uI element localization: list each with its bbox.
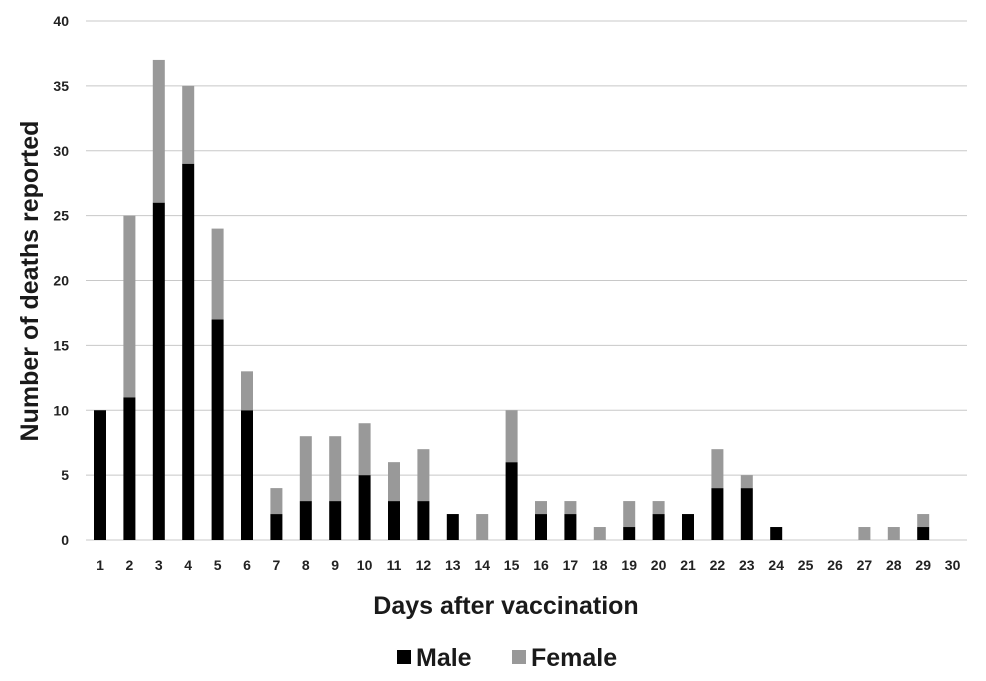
x-tick-label: 4 — [184, 557, 192, 573]
y-tick-label: 25 — [53, 208, 69, 224]
bar-male-day-10 — [358, 475, 371, 540]
bar-male-day-13 — [446, 514, 459, 540]
x-tick-label: 21 — [680, 557, 696, 573]
legend-swatch-female — [512, 650, 526, 664]
bar-female-day-16 — [535, 501, 547, 515]
x-tick-label: 14 — [474, 557, 490, 573]
x-tick-label: 6 — [243, 557, 251, 573]
bar-male-day-6 — [241, 410, 253, 540]
x-tick-label: 1 — [96, 557, 104, 573]
y-tick-label: 10 — [53, 402, 69, 418]
bar-female-day-27 — [858, 527, 871, 540]
x-axis-ticks: 1 2 3 4 5 6 7 8 9 10 11 12 13 14 15 16 17 18 19 20 21 22 23 24 2… — [96, 557, 960, 573]
y-tick-label: 35 — [53, 78, 69, 94]
x-tick-label: 8 — [302, 557, 310, 573]
bar-male-day-21 — [682, 514, 694, 540]
y-axis-ticks: 0 5 10 15 20 25 30 35 40 — [53, 13, 69, 548]
legend: Male Female — [397, 644, 617, 672]
x-tick-label: 2 — [126, 557, 134, 573]
bar-female-day-12 — [417, 449, 430, 502]
x-tick-label: 19 — [621, 557, 637, 573]
bar-male-day-17 — [564, 514, 577, 540]
bar-male-day-1 — [94, 410, 106, 540]
bar-female-day-8 — [299, 436, 312, 502]
bar-male-day-22 — [711, 488, 724, 540]
bar-male-day-9 — [329, 501, 342, 540]
x-tick-label: 27 — [857, 557, 873, 573]
bar-male-day-16 — [535, 514, 547, 540]
bar-female-day-2 — [123, 215, 136, 398]
y-tick-label: 15 — [53, 337, 69, 353]
bar-male-day-11 — [388, 501, 400, 540]
x-tick-label: 5 — [214, 557, 222, 573]
y-axis-title: Number of deaths reported — [16, 121, 44, 442]
bar-female-day-23 — [740, 475, 753, 489]
x-tick-label: 20 — [651, 557, 667, 573]
bar-male-day-7 — [270, 514, 283, 540]
bar-female-day-28 — [887, 527, 900, 540]
x-tick-label: 11 — [387, 557, 402, 573]
x-tick-label: 13 — [445, 557, 461, 573]
x-tick-label: 9 — [331, 557, 339, 573]
bar-male-day-12 — [417, 501, 430, 540]
bar-male-day-24 — [770, 527, 783, 540]
x-tick-label: 23 — [739, 557, 755, 573]
x-tick-label: 29 — [915, 557, 931, 573]
bar-female-day-20 — [652, 501, 665, 515]
bar-female-day-9 — [329, 436, 342, 502]
bar-male-day-5 — [211, 319, 224, 540]
x-tick-label: 10 — [357, 557, 373, 573]
x-axis-title: Days after vaccination — [373, 592, 638, 620]
bar-female-day-11 — [388, 462, 400, 502]
bar-female-day-29 — [917, 514, 930, 528]
x-tick-label: 22 — [710, 557, 726, 573]
x-tick-label: 28 — [886, 557, 902, 573]
x-tick-label: 25 — [798, 557, 814, 573]
bar-male-day-4 — [182, 163, 195, 540]
bar-female-day-3 — [152, 59, 165, 203]
bar-female-day-22 — [711, 449, 724, 489]
bar-female-day-15 — [505, 410, 518, 463]
y-tick-label: 20 — [53, 273, 69, 289]
x-tick-label: 12 — [416, 557, 432, 573]
bar-female-day-17 — [564, 501, 577, 515]
bar-female-day-18 — [593, 527, 606, 540]
bar-female-day-10 — [358, 423, 371, 476]
legend-label-male: Male — [416, 644, 472, 672]
y-tick-label: 30 — [53, 143, 69, 159]
bar-female-day-6 — [241, 371, 253, 411]
x-tick-label: 16 — [533, 557, 549, 573]
y-tick-label: 0 — [61, 532, 69, 548]
bar-female-day-14 — [476, 514, 489, 540]
legend-label-female: Female — [531, 644, 617, 672]
x-tick-label: 7 — [273, 557, 281, 573]
x-tick-label: 3 — [155, 557, 163, 573]
bar-male-day-20 — [652, 514, 665, 540]
bar-male-day-2 — [123, 397, 136, 540]
bar-male-day-8 — [299, 501, 312, 540]
bars — [94, 59, 930, 540]
x-tick-label: 30 — [945, 557, 961, 573]
x-tick-label: 17 — [563, 557, 579, 573]
y-tick-label: 40 — [53, 13, 69, 29]
gridlines — [86, 20, 967, 541]
bar-male-day-23 — [740, 488, 753, 540]
x-tick-label: 18 — [592, 557, 608, 573]
bar-female-day-4 — [182, 85, 195, 164]
bar-male-day-3 — [152, 202, 165, 540]
y-tick-label: 5 — [61, 467, 69, 483]
x-tick-label: 24 — [768, 557, 784, 573]
bar-male-day-29 — [917, 527, 930, 540]
bar-male-day-19 — [623, 527, 636, 540]
bar-female-day-19 — [623, 501, 636, 528]
bar-female-day-7 — [270, 488, 283, 515]
x-tick-label: 26 — [827, 557, 843, 573]
x-tick-label: 15 — [504, 557, 520, 573]
legend-swatch-male — [397, 650, 411, 664]
bar-female-day-5 — [211, 228, 224, 320]
bar-male-day-15 — [505, 462, 518, 540]
